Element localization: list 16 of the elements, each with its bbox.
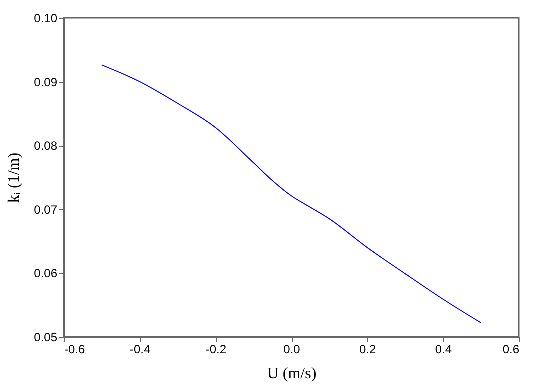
x-tick-label: -0.6 xyxy=(64,342,86,356)
x-axis-title: U (m/s) xyxy=(267,366,317,382)
x-tick-label: 0.2 xyxy=(359,342,376,356)
y-tick-label: 0.08 xyxy=(34,139,58,154)
x-tick-label: 0.6 xyxy=(502,342,520,356)
line-series xyxy=(101,64,482,324)
y-tick-label: 0.07 xyxy=(34,202,58,217)
y-tick-label: 0.06 xyxy=(34,266,58,281)
x-tick-label: 0.0 xyxy=(284,342,301,356)
x-tick-label: -0.2 xyxy=(206,342,227,356)
y-tick-label: 0.10 xyxy=(34,12,58,26)
x-tick-label: 0.4 xyxy=(435,342,452,356)
y-tick-label: 0.05 xyxy=(34,330,58,344)
y-axis-title: kᵢ (1/m) xyxy=(6,152,24,204)
y-tick-label: 0.09 xyxy=(34,75,58,90)
x-tick-label: -0.4 xyxy=(130,342,151,356)
